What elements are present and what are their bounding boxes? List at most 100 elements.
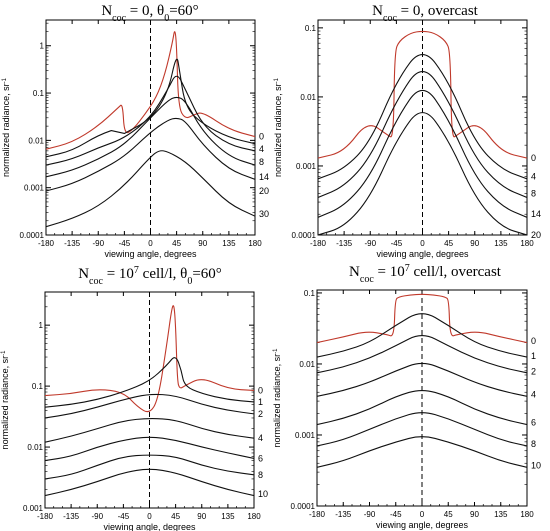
x-tick-label: -45 <box>119 239 131 248</box>
x-tick-label: 0 <box>420 510 425 519</box>
x-tick-label: -180 <box>38 239 55 248</box>
x-tick-label: 90 <box>470 239 479 248</box>
x-tick-label: 45 <box>444 239 453 248</box>
x-tick-label: -90 <box>364 510 376 519</box>
series-label: 0 <box>258 385 263 395</box>
chart-panel-1: Ncoc = 0, θ0=60°-180 -135 -90 -45 0 45 90 135 18… <box>1 3 269 259</box>
x-tick-label: 0 <box>420 239 425 248</box>
x-tick-label: -45 <box>391 239 403 248</box>
chart-title-part: cell/l, overcast <box>410 264 502 280</box>
chart-title-part: = 0, θ <box>126 3 164 19</box>
x-tick-label: 45 <box>444 510 453 519</box>
chart-title-part: 0 <box>187 276 192 287</box>
x-tick-label: 0 <box>147 512 152 521</box>
chart-title-part: = 0, overcast <box>397 3 479 19</box>
series-label: 8 <box>531 439 536 449</box>
x-tick-label: -135 <box>63 512 80 521</box>
x-tick-label: 90 <box>470 510 479 519</box>
x-tick-label: 90 <box>198 239 207 248</box>
x-axis-label: viewing angle, degrees <box>104 249 197 259</box>
y-tick-label: 0.01 <box>28 136 44 145</box>
y-tick-label: 1 <box>40 42 45 51</box>
series-label: 30 <box>259 209 269 219</box>
chart-title: Ncoc = 107 cell/l, θ0=60° <box>78 265 222 287</box>
y-tick-label: 0.1 <box>32 382 44 391</box>
series-label: 4 <box>531 390 536 400</box>
y-tick-label: 0.01 <box>299 360 315 369</box>
series-line-30 <box>46 150 255 228</box>
y-tick-label: 0.001 <box>296 162 317 171</box>
x-tick-label: 180 <box>248 239 262 248</box>
x-tick-label: -180 <box>37 512 54 521</box>
x-tick-label: 180 <box>247 512 261 521</box>
x-tick-label: 135 <box>494 510 508 519</box>
series-label: 10 <box>258 489 268 499</box>
series-label: 4 <box>531 172 536 182</box>
x-tick-label: -180 <box>309 510 326 519</box>
series-label: 4 <box>259 144 264 154</box>
x-tick-label: -90 <box>364 239 376 248</box>
chart-title-part: N <box>101 3 112 19</box>
series-line-14 <box>46 96 255 178</box>
series-line-1 <box>45 357 254 408</box>
y-tick-label: 0.1 <box>305 24 317 33</box>
series-label: 2 <box>531 367 536 377</box>
x-tick-label: -135 <box>336 239 353 248</box>
y-tick-label: 1 <box>39 321 44 330</box>
x-axis-label: viewing angle, degrees <box>376 520 469 530</box>
y-axis-label-sup: -1 <box>1 350 7 356</box>
x-tick-label: -45 <box>390 510 402 519</box>
series-line-0 <box>317 293 527 344</box>
x-tick-label: -45 <box>118 512 130 521</box>
y-axis-label-sup: -1 <box>273 348 279 354</box>
x-tick-label: 0 <box>148 239 153 248</box>
series-label: 8 <box>531 188 536 198</box>
series-line-6 <box>317 389 527 426</box>
y-tick-label: 0.001 <box>23 504 44 513</box>
y-tick-label: 0.0001 <box>292 231 317 240</box>
x-axis-label: viewing angle, degrees <box>376 249 469 259</box>
series-line-4 <box>45 417 254 443</box>
y-tick-label: 0.001 <box>24 184 45 193</box>
x-tick-label: 45 <box>172 239 181 248</box>
y-tick-label: 0.001 <box>295 431 316 440</box>
series-label: 2 <box>258 409 263 419</box>
series-label: 0 <box>531 153 536 163</box>
series-label: 0 <box>531 336 536 346</box>
chart-title-part: coc <box>360 274 374 285</box>
series-label: 8 <box>259 157 264 167</box>
series-label: 14 <box>531 209 541 219</box>
series-line-0 <box>45 305 254 413</box>
y-axis-label: normalized radiance, sr-1 <box>272 348 282 448</box>
series-label: 0 <box>259 132 264 142</box>
y-tick-label: 0.0001 <box>291 502 316 511</box>
chart-title-part: coc <box>383 13 397 24</box>
chart-panel-3: Ncoc = 107 cell/l, θ0=60°-180 -135 -90 -45 0… <box>0 265 268 531</box>
y-axis-label-text: normalized radiance, sr <box>273 83 283 177</box>
series-line-10 <box>45 468 254 497</box>
x-tick-label: 135 <box>222 239 236 248</box>
y-tick-label: 0.0001 <box>20 231 45 240</box>
x-tick-label: -90 <box>92 239 104 248</box>
x-tick-label: 90 <box>197 512 206 521</box>
chart-title-part: cell/l, θ <box>139 266 187 282</box>
x-tick-label: 45 <box>171 512 180 521</box>
y-tick-label: 0.1 <box>33 89 45 98</box>
series-line-0 <box>318 30 527 159</box>
series-line-20 <box>318 112 527 235</box>
series-line-8 <box>45 454 254 480</box>
chart-title-part: 7 <box>405 263 410 274</box>
y-axis-label-text: normalized radiance, sr <box>0 356 10 450</box>
chart-title: Ncoc = 107 cell/l, overcast <box>349 263 502 285</box>
series-line-2 <box>317 335 527 374</box>
series-line-1 <box>317 313 527 358</box>
chart-title-part: 7 <box>134 265 139 276</box>
y-axis-label: normalized radiance, sr-1 <box>1 77 11 177</box>
x-tick-label: 135 <box>494 239 508 248</box>
chart-panel-4: Ncoc = 107 cell/l, overcast-180 -135 -90 -4… <box>272 263 541 531</box>
x-tick-label: -135 <box>335 510 352 519</box>
y-axis-label-text: normalized radiance, sr <box>272 354 282 448</box>
x-tick-label: 180 <box>520 510 534 519</box>
y-axis-label: normalized radiance, sr-1 <box>0 350 10 450</box>
